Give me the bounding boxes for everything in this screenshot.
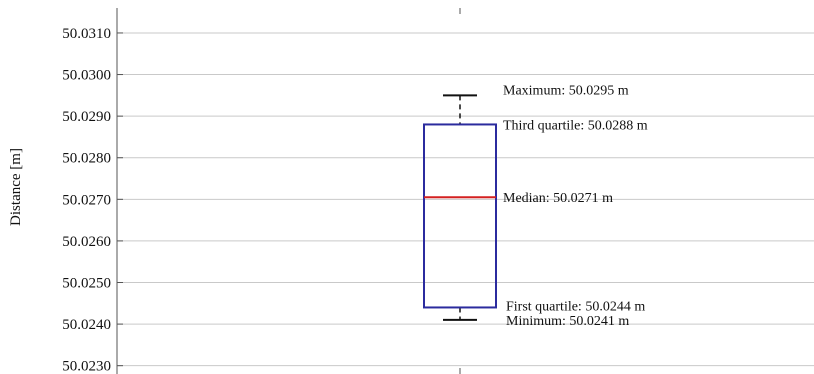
y-tick-labels: 50.0230 50.0240 50.0250 50.0260 50.0270 50.02… bbox=[62, 26, 111, 374]
first-quartile-annotation: First quartile: 50.0244 m bbox=[506, 299, 645, 314]
median-annotation: Median: 50.0271 m bbox=[503, 191, 613, 206]
minimum-annotation: Minimum: 50.0241 m bbox=[506, 314, 629, 329]
y-tick-label: 50.0270 bbox=[62, 192, 111, 208]
y-tick-label: 50.0290 bbox=[62, 109, 111, 125]
third-quartile-annotation: Third quartile: 50.0288 m bbox=[503, 118, 648, 133]
box-element bbox=[423, 94, 497, 321]
y-tick-label: 50.0240 bbox=[62, 317, 111, 333]
axes bbox=[116, 8, 461, 374]
y-axis-label: Distance [m] bbox=[8, 148, 24, 226]
y-tick-label: 50.0300 bbox=[62, 68, 111, 84]
y-tick-label: 50.0250 bbox=[62, 276, 111, 292]
y-tick-label: 50.0230 bbox=[62, 359, 111, 374]
interquartile-box bbox=[423, 123, 497, 309]
y-tick-label: 50.0280 bbox=[62, 151, 111, 167]
y-tick-label: 50.0260 bbox=[62, 234, 111, 250]
y-tick-label: 50.0310 bbox=[62, 26, 111, 42]
annotations: Maximum: 50.0295 m Third quartile: 50.028… bbox=[503, 83, 648, 329]
grid-lines bbox=[117, 32, 814, 367]
maximum-annotation: Maximum: 50.0295 m bbox=[503, 83, 629, 98]
